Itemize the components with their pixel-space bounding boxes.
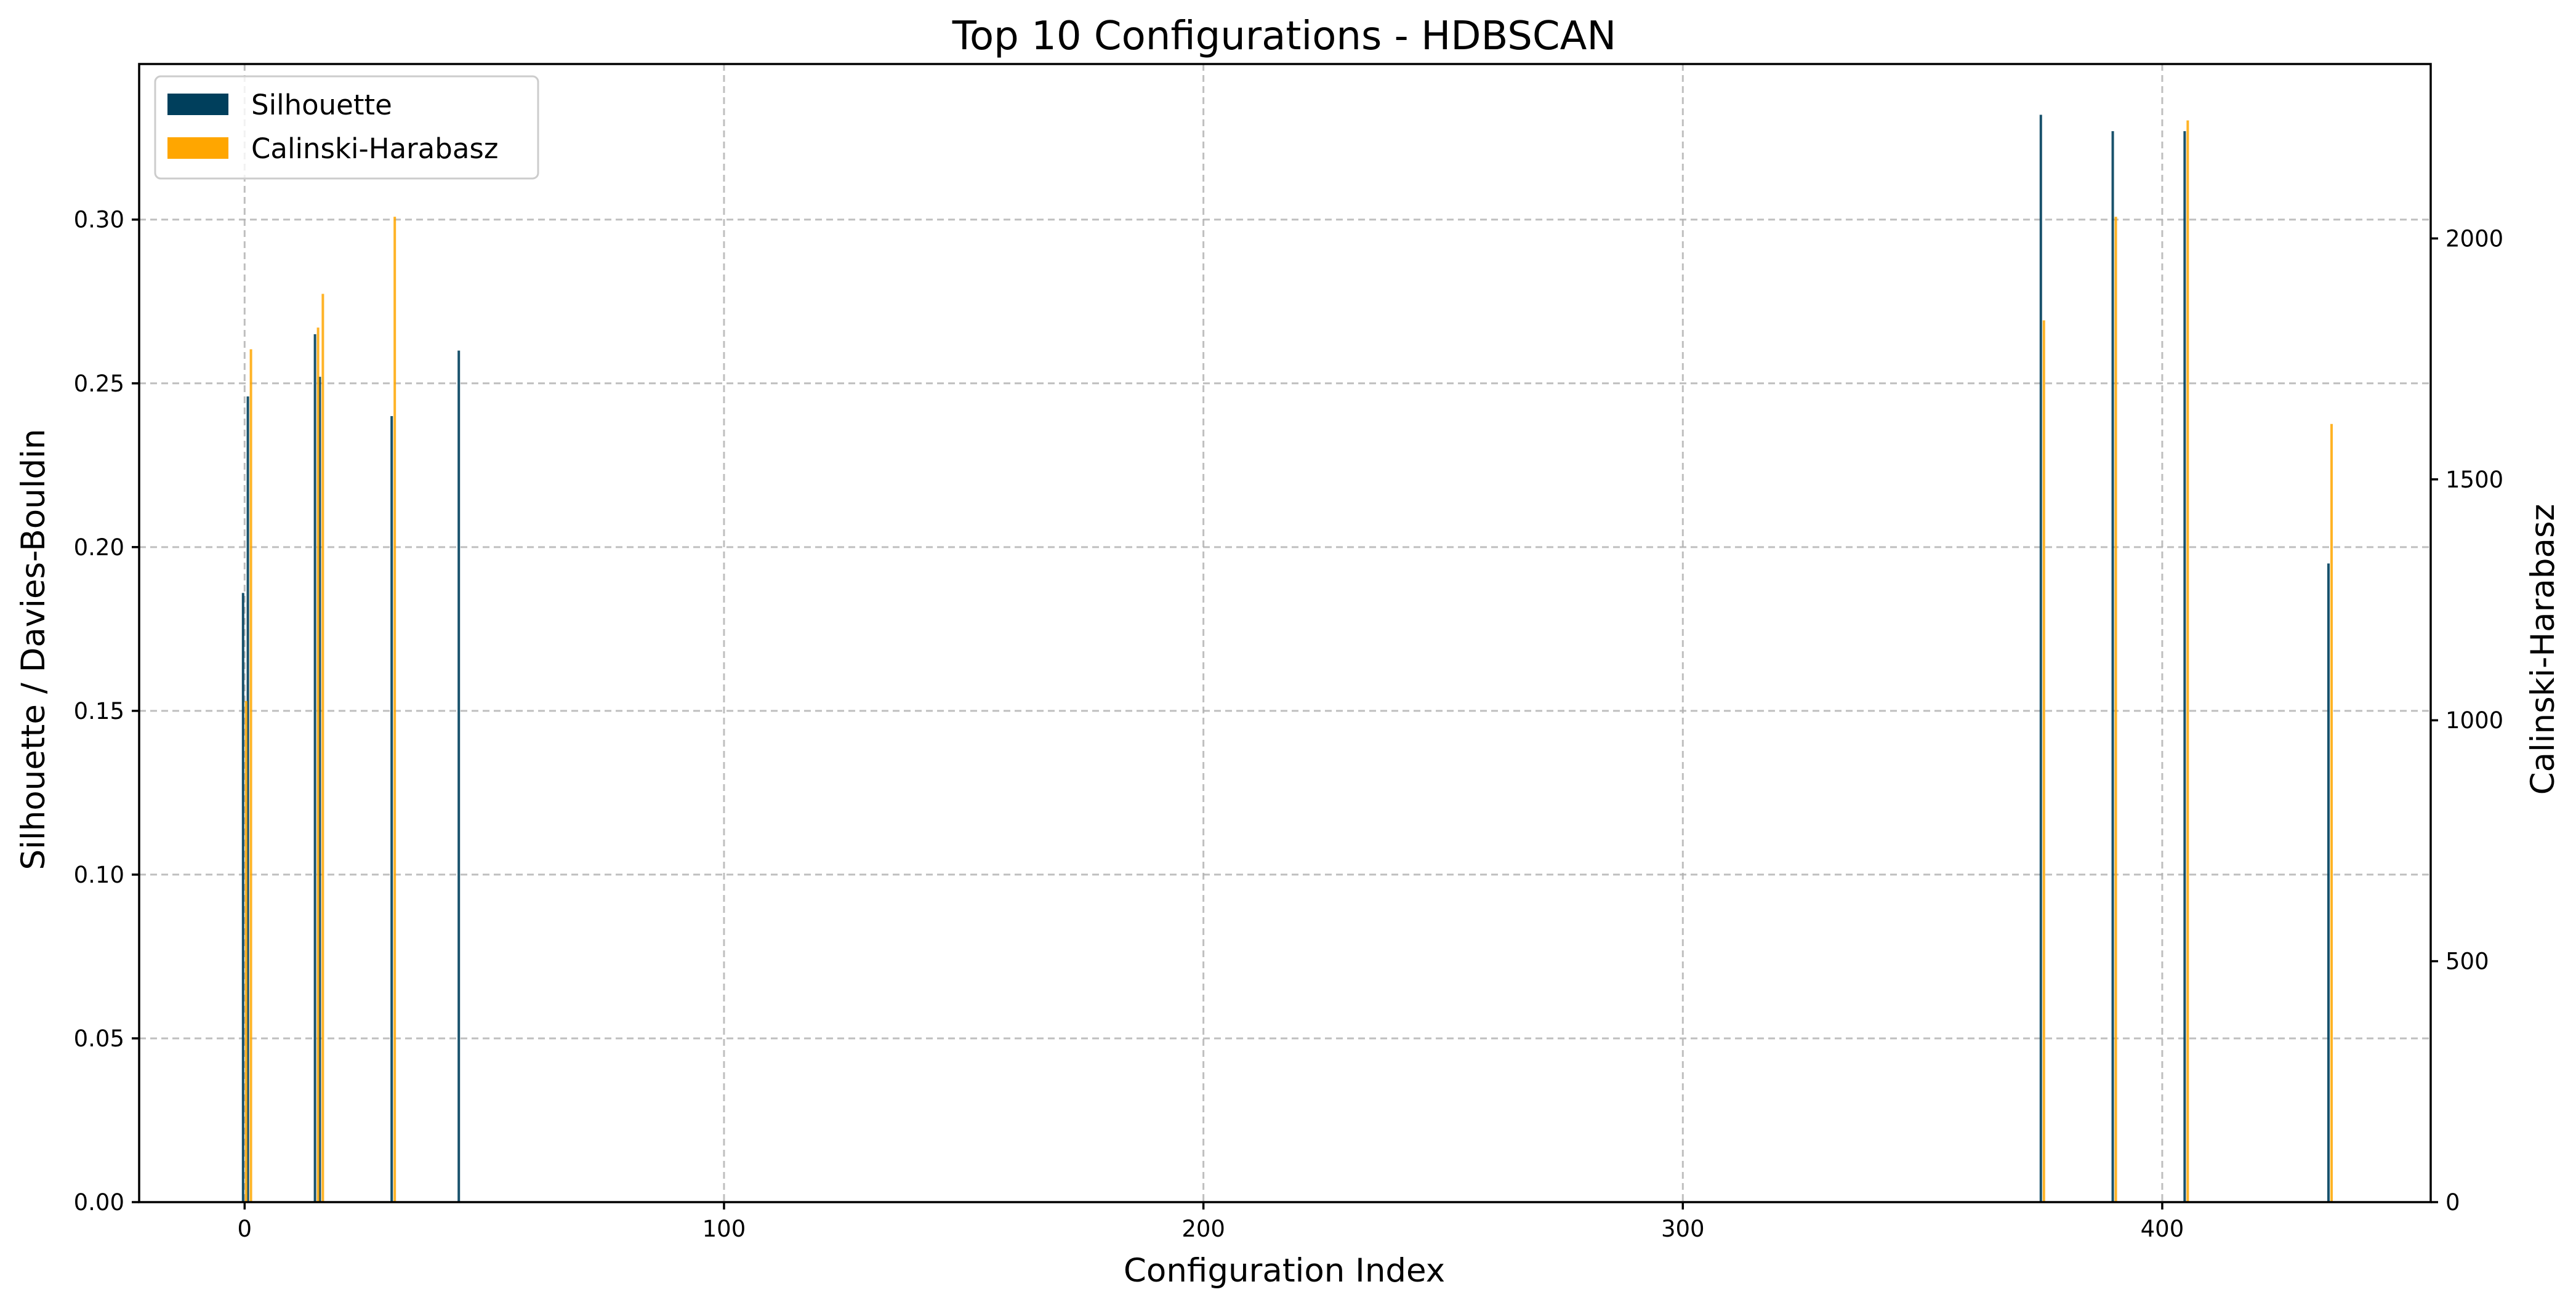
x-tick-label-400: 400 bbox=[2141, 1216, 2184, 1242]
bar-calinski-harabasz-31 bbox=[393, 217, 396, 1203]
bar-calinski-harabasz-405 bbox=[2186, 120, 2189, 1203]
bar-calinski-harabasz-15 bbox=[316, 327, 320, 1202]
y-tick-label-right-0: 0 bbox=[2445, 1189, 2460, 1216]
bar-calinski-harabasz-435 bbox=[2330, 423, 2333, 1202]
labels-layer: Top 10 Configurations - HDBSCAN Configur… bbox=[15, 14, 2562, 1290]
bar-silhouette-375 bbox=[2039, 114, 2042, 1202]
legend: Silhouette Calinski-Harabasz bbox=[154, 75, 539, 180]
bar-calinski-harabasz-1 bbox=[249, 349, 252, 1202]
legend-frame bbox=[154, 75, 539, 180]
x-tick-label-300: 300 bbox=[1661, 1216, 1705, 1242]
y-tick-label-left-1: 0.05 bbox=[74, 1025, 124, 1052]
y-axis-label-left: Silhouette / Davies-Bouldin bbox=[15, 429, 52, 870]
x-tick-label-200: 200 bbox=[1181, 1216, 1225, 1242]
y-tick-label-left-3: 0.15 bbox=[74, 698, 124, 724]
bar-calinski-harabasz-16 bbox=[321, 294, 324, 1203]
bar-silhouette-405 bbox=[2183, 131, 2186, 1203]
bar-calinski-harabasz-375 bbox=[2042, 320, 2045, 1202]
x-tick-label-0: 0 bbox=[238, 1216, 252, 1242]
plot-frame bbox=[138, 63, 2432, 1203]
legend-label-calinski-harabasz: Calinski-Harabasz bbox=[251, 132, 498, 165]
y-tick-label-left-6: 0.30 bbox=[74, 207, 124, 233]
x-axis-label: Configuration Index bbox=[1124, 1252, 1445, 1290]
bar-silhouette-1 bbox=[246, 396, 249, 1202]
y-axis-label-right: Calinski-Harabasz bbox=[2524, 504, 2562, 795]
y-tick-label-right-1500: 1500 bbox=[2445, 467, 2503, 493]
bar-silhouette-15 bbox=[313, 334, 316, 1203]
legend-label-silhouette: Silhouette bbox=[251, 89, 392, 121]
chart-title: Top 10 Configurations - HDBSCAN bbox=[952, 14, 1616, 59]
bar-silhouette-31 bbox=[390, 415, 393, 1202]
y-tick-label-left-4: 0.20 bbox=[74, 534, 124, 561]
legend-swatch-calinski-harabasz bbox=[167, 137, 228, 159]
bar-silhouette-45 bbox=[457, 350, 461, 1202]
x-tick-label-100: 100 bbox=[702, 1216, 746, 1242]
bar-calinski-harabasz-0 bbox=[244, 700, 248, 1202]
bars-layer bbox=[241, 114, 2333, 1203]
bar-silhouette-0 bbox=[241, 593, 244, 1202]
y-tick-label-right-1000: 1000 bbox=[2445, 707, 2503, 734]
y-tick-label-left-2: 0.10 bbox=[74, 862, 124, 888]
y-tick-label-right-500: 500 bbox=[2445, 949, 2489, 975]
bar-silhouette-435 bbox=[2327, 563, 2330, 1202]
bar-silhouette-390 bbox=[2111, 131, 2114, 1203]
y-tick-label-left-0: 0.00 bbox=[74, 1189, 124, 1216]
legend-swatch-silhouette bbox=[167, 94, 228, 115]
axes-layer: 0 100 200 300 400 0.00 0.05 0.10 0.15 0.20 0.25 0.3… bbox=[74, 63, 2503, 1242]
y-tick-label-right-2000: 2000 bbox=[2445, 225, 2503, 252]
bar-calinski-harabasz-390 bbox=[2114, 217, 2117, 1203]
bar-silhouette-16 bbox=[318, 377, 321, 1202]
y-tick-label-left-5: 0.25 bbox=[74, 371, 124, 397]
